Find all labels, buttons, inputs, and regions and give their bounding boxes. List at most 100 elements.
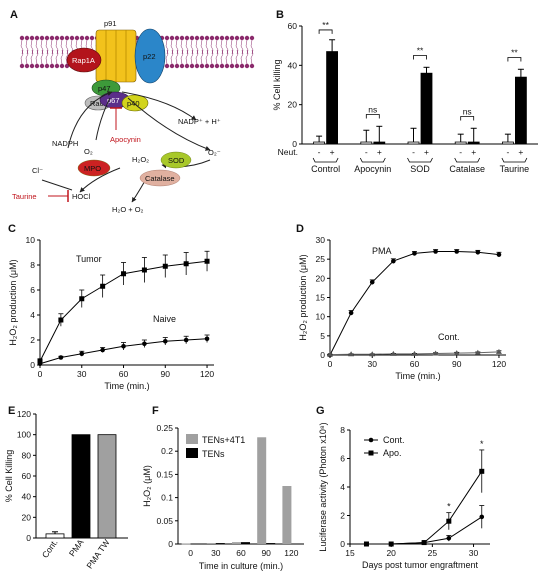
x-tick-label: 30 (368, 359, 378, 369)
data-point (58, 317, 64, 323)
neut-sign: - (318, 147, 321, 157)
group-bracket (407, 157, 433, 163)
bar (454, 141, 467, 145)
y-tick-label: 100 (17, 430, 31, 440)
data-point (100, 283, 106, 289)
panel-letter-g: G (316, 405, 325, 417)
lipid-head (29, 63, 35, 69)
nadph-label: NADPH (52, 139, 78, 148)
neut-row-label: Neut. (278, 147, 298, 157)
lipid-tail (55, 49, 59, 65)
lipid-tail (30, 49, 34, 65)
significance-bracket (365, 114, 380, 119)
bar (257, 437, 267, 544)
bar (407, 141, 420, 145)
panel-letter-e: E (8, 405, 15, 417)
catalase-enzyme (139, 169, 181, 187)
neut-sign: - (412, 147, 415, 157)
series-label: Naive (153, 314, 176, 324)
data-point (496, 252, 502, 257)
mpo-label: MPO (84, 164, 101, 173)
lipid-tail (60, 49, 64, 65)
data-point (100, 347, 105, 353)
lipid-head (234, 63, 240, 69)
y-tick-label: 40 (22, 492, 32, 502)
x-axis-label: Time in culture (min.) (199, 561, 283, 571)
y-tick-label: 20 (316, 273, 326, 283)
chloride-label: Cl⁻ (32, 166, 43, 175)
lipid-tail (175, 49, 179, 65)
series-label: PMA (372, 246, 392, 256)
neut-sign: - (506, 147, 509, 157)
y-tick-label: 0 (168, 539, 173, 549)
bar (360, 141, 373, 145)
lipid-head (189, 35, 195, 41)
bar (215, 543, 225, 544)
p22-protein (134, 28, 166, 84)
taurine-label: Taurine (12, 192, 37, 201)
data-point (183, 337, 189, 343)
y-tick-label: 0 (340, 539, 345, 549)
lipid-head (44, 35, 50, 41)
neut-sign: + (330, 147, 335, 157)
y-tick-label: 8 (30, 260, 35, 270)
lipid-tail (170, 49, 174, 65)
y-tick-label: 2 (340, 511, 345, 521)
y-tick-label: 60 (288, 21, 298, 31)
mpo-enzyme (77, 159, 111, 177)
y-tick-label: 0.2 (161, 446, 173, 456)
lipid-tail (230, 49, 234, 65)
lipid-head (244, 63, 250, 69)
lipid-head (64, 35, 70, 41)
lipid-tail (195, 49, 199, 65)
data-point (390, 350, 397, 356)
bar (181, 543, 191, 545)
data-point (388, 541, 394, 547)
significance-label: ** (322, 20, 329, 30)
lipid-head (169, 35, 175, 41)
x-tick-label: Cont. (40, 537, 60, 559)
panel-letter-a: A (10, 9, 18, 21)
bar (97, 434, 117, 539)
y-tick-label: 2 (30, 335, 35, 345)
y-tick-label: 0 (292, 139, 297, 149)
y-tick-label: 40 (288, 60, 298, 70)
lipid-head (34, 63, 40, 69)
data-point (79, 296, 85, 302)
data-point (162, 263, 168, 269)
x-axis-label: Time (min.) (104, 381, 149, 391)
x-tick-label: 120 (284, 548, 298, 558)
x-tick-label: 60 (119, 369, 129, 379)
data-point (474, 349, 481, 355)
y-tick-label: 0.05 (156, 516, 173, 526)
lipid-head (214, 35, 220, 41)
bar (71, 434, 91, 539)
lipid-tail (180, 49, 184, 65)
group-label: Catalase (449, 164, 485, 174)
lipid-head (179, 35, 185, 41)
series-line (329, 251, 500, 356)
lipid-head (174, 63, 180, 69)
sod-label: SOD (168, 156, 185, 165)
p67-label: p67 (107, 96, 120, 105)
neut-sign: - (365, 147, 368, 157)
catalase-label: Catalase (145, 174, 175, 183)
significance-label: * (447, 502, 451, 512)
bar (206, 543, 216, 544)
x-tick-label: 90 (261, 548, 271, 558)
lipid-tail (210, 49, 214, 65)
legend-label: TENs+4T1 (202, 435, 245, 445)
nadp-label: NADP⁺ + H⁺ (178, 117, 221, 126)
significance-bracket (413, 55, 427, 60)
lipid-head (199, 35, 205, 41)
data-point (142, 341, 147, 347)
x-tick-label: 0 (188, 548, 193, 558)
significance-label: ** (417, 46, 424, 56)
data-point (37, 358, 43, 364)
lipid-tail (35, 49, 39, 65)
group-label: Apocynin (354, 164, 391, 174)
lipid-head (49, 35, 55, 41)
series-line (366, 471, 483, 545)
lipid-tail (235, 49, 239, 65)
